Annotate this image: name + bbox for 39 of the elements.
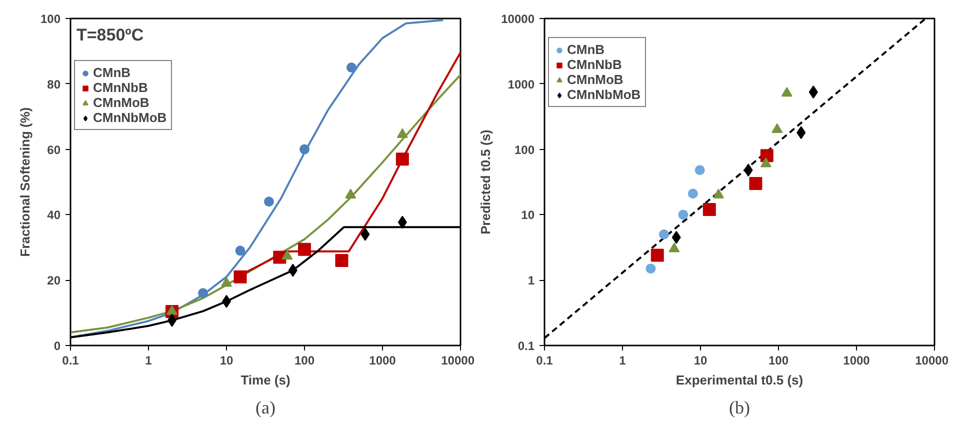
x-tick-label: 10000 [915,354,949,368]
text: (b) [729,398,750,418]
x-tick-label: 100 [768,354,789,368]
y-tick-label: 20 [47,274,61,288]
y-tick-label: 0.1 [518,339,535,353]
annotation: T=850ºC [76,26,144,44]
x-tick-label: 1000 [843,354,870,368]
y-axis-title: Predicted t0.5 (s) [478,130,494,234]
legend-label: CMnNbB [93,80,148,95]
legend-label: CMnNbMoB [93,110,167,125]
x-tick-label: 100 [294,354,315,368]
x-axis-title: Time (s) [240,372,290,388]
legend-label: CMnMoB [567,72,624,87]
y-axis-title: Fractional Softening (%) [17,107,32,257]
y-tick-label: 60 [47,142,61,157]
y-tick-label: 1000 [508,77,535,92]
y-tick-label: 0 [54,339,61,353]
y-tick-label: 40 [47,208,61,222]
legend-label: CMnMoB [93,95,150,110]
y-tick-label: 10000 [501,12,535,26]
x-tick-label: 10 [220,354,234,368]
y-tick-label: 80 [47,77,61,92]
legend-label: CMnNbB [567,57,622,72]
text: (a) [256,398,276,418]
x-tick-label: 10 [694,354,708,368]
y-tick-label: 1 [528,274,535,288]
y-tick-label: 100 [514,142,535,157]
y-tick-label: 100 [40,12,61,26]
x-tick-label: 1 [619,354,626,368]
x-tick-label: 1 [145,354,152,368]
x-tick-label: 0.1 [62,354,80,368]
legend-label: CMnNbMoB [567,87,641,102]
x-tick-label: 10000 [441,354,475,368]
y-tick-label: 10 [521,208,535,222]
x-tick-label: 0.1 [536,354,554,368]
x-tick-label: 1000 [369,354,396,368]
legend-label: CMnB [93,65,131,80]
legend-label: CMnB [567,42,605,57]
x-axis-title: Experimental t0.5 (s) [676,372,804,388]
